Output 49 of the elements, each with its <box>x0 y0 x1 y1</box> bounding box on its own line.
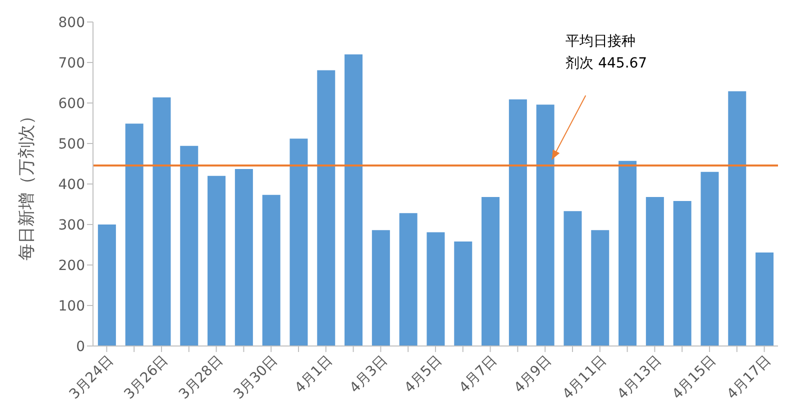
x-tick-label: 4月15日 <box>669 352 720 403</box>
y-tick-label: 500 <box>58 136 85 152</box>
x-tick-label: 4月5日 <box>402 352 446 396</box>
bar <box>234 169 253 346</box>
bar <box>508 99 527 346</box>
bar <box>591 230 610 346</box>
bar <box>618 160 637 346</box>
bar <box>290 138 308 346</box>
y-tick-label: 300 <box>58 217 85 234</box>
x-tick-label: 4月9日 <box>511 352 555 396</box>
bar <box>98 224 116 346</box>
bar <box>482 196 500 346</box>
bar <box>180 146 198 346</box>
bar <box>728 91 746 346</box>
x-tick-label: 3月28日 <box>176 352 226 403</box>
bar <box>208 176 226 346</box>
x-tick-label: 4月7日 <box>456 352 500 396</box>
y-tick-label: 600 <box>58 96 85 112</box>
y-tick-label: 700 <box>58 55 85 72</box>
bar <box>536 104 554 346</box>
x-tick-label: 3月24日 <box>66 352 117 403</box>
y-tick-label: 800 <box>58 14 85 31</box>
bar <box>317 70 336 346</box>
x-tick-label: 4月1日 <box>292 352 336 396</box>
bar <box>262 194 280 346</box>
bar <box>372 230 390 346</box>
y-tick-label: 100 <box>58 298 85 314</box>
bar <box>646 196 664 346</box>
y-tick-label: 0 <box>76 338 85 355</box>
x-tick-label: 4月3日 <box>346 352 391 396</box>
x-tick-label: 4月17日 <box>724 352 774 403</box>
bar <box>673 201 692 346</box>
bar <box>564 211 582 346</box>
bar <box>426 232 445 346</box>
x-tick-label: 3月30日 <box>230 352 281 403</box>
bar <box>700 172 719 346</box>
bar <box>152 97 171 346</box>
bar <box>399 213 418 346</box>
annotation: 平均日接种剂次 445.67 <box>566 34 648 72</box>
x-tick-label: 3月26日 <box>121 352 172 403</box>
y-tick-label: 200 <box>58 258 85 274</box>
bar <box>344 54 363 346</box>
y-tick-label: 400 <box>58 176 85 193</box>
bar <box>756 252 774 346</box>
bar <box>454 242 472 346</box>
bar <box>125 124 144 346</box>
y-axis-title: 每日新增（万剂次） <box>17 108 38 260</box>
x-tick-label: 4月11日 <box>560 352 610 403</box>
x-tick-label: 4月13日 <box>614 352 665 403</box>
